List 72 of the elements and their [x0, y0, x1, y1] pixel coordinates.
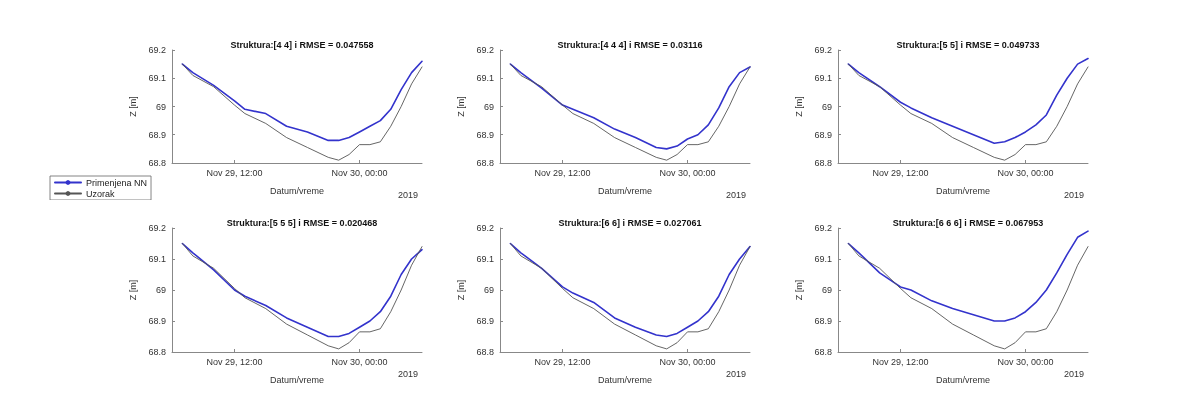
- y-tick-label: 69.2: [814, 45, 832, 55]
- y-tick-label: 68.9: [476, 316, 494, 326]
- legend-label: Uzorak: [86, 188, 116, 199]
- x-tick-label: Nov 29, 12:00: [206, 167, 263, 178]
- y-tick-label: 69.1: [148, 73, 166, 84]
- y-tick-label: 68.8: [148, 158, 166, 168]
- y-tick-label: 69: [483, 101, 494, 112]
- x-tick-label: Nov 30, 00:00: [997, 356, 1054, 367]
- y-tick-label: 69: [821, 285, 832, 295]
- y-tick-label: 68.8: [476, 347, 494, 357]
- y-axis-title: Z [m]: [456, 96, 467, 117]
- y-tick-label: 69.2: [148, 45, 166, 55]
- x-axis-title: Datum/vreme: [935, 185, 991, 196]
- y-axis-title: Z [m]: [794, 96, 805, 117]
- text: 2019: [1063, 189, 1085, 200]
- y-tick-label: 68.9: [148, 316, 166, 326]
- y-tick-label: 68.9: [148, 129, 166, 140]
- y-tick-label: 68.8: [814, 347, 832, 357]
- y-tick-label: 69.2: [476, 223, 494, 233]
- text: 2019: [725, 368, 747, 379]
- y-tick-label: 68.8: [476, 158, 494, 168]
- x-tick-label: Nov 29, 12:00: [534, 167, 591, 178]
- x-tick-label: Nov 30, 00:00: [331, 356, 388, 367]
- x-axis-title: Datum/vreme: [597, 185, 653, 196]
- chart-title: Struktura:[5 5 5] i RMSE = 0.020468: [226, 217, 378, 228]
- y-tick-label: 69.2: [814, 223, 832, 233]
- x-axis-title: Datum/vreme: [269, 374, 325, 385]
- chart-title: Struktura:[5 5] i RMSE = 0.049733: [896, 39, 1040, 50]
- y-tick-label: 69.1: [148, 254, 166, 264]
- chart-title: Struktura:[6 6 6] i RMSE = 0.067953: [892, 217, 1044, 228]
- y-tick-label: 69: [155, 285, 166, 295]
- y-tick-label: 69.2: [148, 223, 166, 233]
- x-tick-label: Nov 30, 00:00: [659, 167, 716, 178]
- y-tick-label: 69.1: [476, 254, 494, 264]
- y-tick-label: 68.9: [814, 316, 832, 326]
- y-tick-label: 69.1: [814, 73, 832, 84]
- y-tick-label: 69.1: [476, 73, 494, 84]
- x-tick-label: Nov 29, 12:00: [534, 356, 591, 367]
- y-axis-title: Z [m]: [128, 279, 139, 301]
- y-tick-label: 69.1: [814, 254, 832, 264]
- text: 2019: [1063, 368, 1085, 379]
- x-tick-label: Nov 29, 12:00: [872, 167, 929, 178]
- line-series: [847, 243, 1089, 350]
- y-tick-label: 69.2: [476, 45, 494, 55]
- line-series: [847, 63, 1089, 161]
- x-tick-label: Nov 30, 00:00: [659, 356, 716, 367]
- x-axis-title: Datum/vreme: [269, 185, 325, 196]
- y-tick-label: 69: [483, 285, 494, 295]
- text: 2019: [397, 368, 419, 379]
- y-tick-label: 68.9: [814, 129, 832, 140]
- x-axis-title: Datum/vreme: [935, 374, 991, 385]
- y-tick-label: 68.8: [814, 158, 832, 168]
- x-tick-label: Nov 29, 12:00: [206, 356, 263, 367]
- line-series: [181, 63, 423, 161]
- legend-label: Primenjena NN: [86, 177, 148, 188]
- x-tick-label: Nov 30, 00:00: [331, 167, 388, 178]
- text: 2019: [397, 189, 419, 200]
- chart-title: Struktura:[4 4] i RMSE = 0.047558: [230, 39, 374, 50]
- y-axis-title: Z [m]: [128, 96, 139, 117]
- x-tick-label: Nov 29, 12:00: [872, 356, 929, 367]
- x-tick-label: Nov 30, 00:00: [997, 167, 1054, 178]
- y-axis-title: Z [m]: [794, 279, 805, 301]
- y-tick-label: 68.9: [476, 129, 494, 140]
- text: 2019: [725, 189, 747, 200]
- line-series: [847, 230, 1089, 322]
- chart-title: Struktura:[4 4 4] i RMSE = 0.03116: [557, 39, 703, 50]
- y-tick-label: 69: [821, 101, 832, 112]
- y-tick-label: 69: [155, 101, 166, 112]
- y-axis-title: Z [m]: [456, 279, 467, 301]
- x-axis-title: Datum/vreme: [597, 374, 653, 385]
- chart-title: Struktura:[6 6] i RMSE = 0.027061: [558, 217, 702, 228]
- y-tick-label: 68.8: [148, 347, 166, 357]
